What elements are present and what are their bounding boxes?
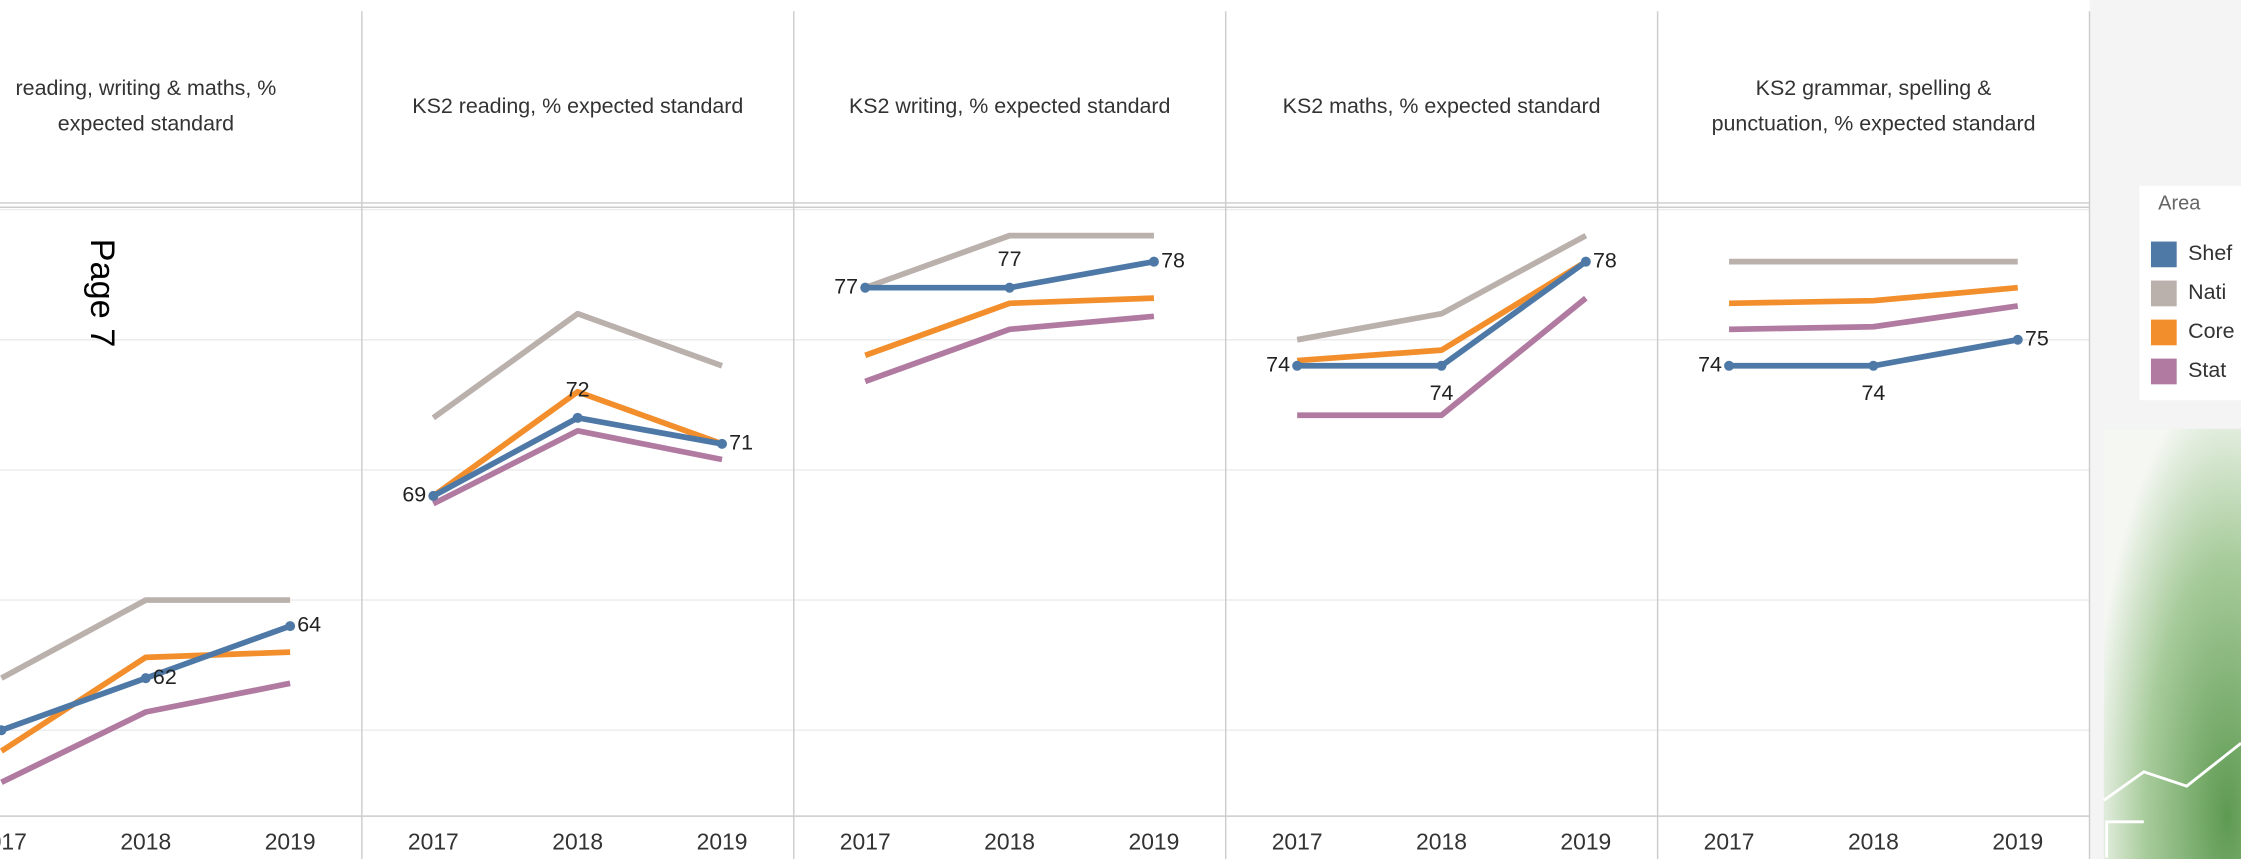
data-point — [717, 439, 727, 449]
legend-swatch — [2151, 320, 2177, 346]
panel-title: KS2 maths, % expected standard — [1283, 94, 1601, 118]
legend-label: Shef — [2188, 241, 2232, 265]
x-tick-label: 2018 — [120, 828, 171, 854]
data-point — [1292, 361, 1302, 371]
legend-label: Stat — [2188, 358, 2226, 382]
data-label: 62 — [153, 665, 177, 689]
data-point — [2013, 335, 2023, 345]
data-label: 72 — [566, 377, 590, 401]
data-point — [1868, 361, 1878, 371]
data-point — [1005, 283, 1015, 293]
page-label: Page 7 — [83, 239, 121, 348]
data-label: 77 — [998, 247, 1022, 271]
legend-swatch — [2151, 281, 2177, 307]
decor-image — [2104, 429, 2241, 859]
x-tick-label: 2019 — [265, 828, 316, 854]
data-label: 71 — [729, 431, 753, 455]
legend-swatch — [2151, 359, 2177, 385]
x-tick-label: 2017 — [1704, 828, 1755, 854]
x-tick-label: 2019 — [1560, 828, 1611, 854]
x-tick-label: 2018 — [1416, 828, 1467, 854]
data-point — [285, 621, 295, 631]
x-tick-label: 2019 — [1129, 828, 1180, 854]
data-label: 64 — [297, 613, 321, 637]
data-point — [428, 491, 438, 501]
data-label: 74 — [1861, 381, 1885, 405]
x-tick-label: 2018 — [984, 828, 1035, 854]
panel-title: KS2 reading, % expected standard — [412, 94, 743, 118]
x-tick-label: 2017 — [1272, 828, 1323, 854]
data-label: 74 — [1698, 352, 1722, 376]
panel-title: punctuation, % expected standard — [1712, 112, 2036, 136]
panel-title: reading, writing & maths, % — [16, 76, 277, 100]
data-label: 74 — [1430, 381, 1454, 405]
panel-title: KS2 writing, % expected standard — [849, 94, 1171, 118]
x-tick-label: 2017 — [408, 828, 459, 854]
data-point — [141, 673, 151, 683]
legend-label: Nati — [2188, 280, 2226, 304]
data-label: 77 — [834, 274, 858, 298]
data-point — [860, 283, 870, 293]
data-point — [1581, 257, 1591, 267]
panel-title: KS2 grammar, spelling & — [1756, 76, 1992, 100]
data-point — [573, 413, 583, 423]
data-point — [1724, 361, 1734, 371]
panel-title: expected standard — [58, 112, 234, 136]
legend-swatch — [2151, 242, 2177, 268]
data-point — [1436, 361, 1446, 371]
data-label: 75 — [2025, 326, 2049, 350]
x-tick-label: 2019 — [697, 828, 748, 854]
data-label: 78 — [1593, 248, 1617, 272]
x-tick-label: 2019 — [1992, 828, 2043, 854]
x-tick-label: 2017 — [0, 828, 27, 854]
data-label: 74 — [1266, 352, 1290, 376]
legend-title: Area — [2158, 193, 2201, 215]
data-label: 78 — [1161, 248, 1185, 272]
x-tick-label: 2018 — [1848, 828, 1899, 854]
x-tick-label: 2017 — [840, 828, 891, 854]
data-label: 69 — [402, 483, 426, 507]
x-tick-label: 2018 — [552, 828, 603, 854]
data-point — [1149, 257, 1159, 267]
dashboard: Area Page 7 reading, writing & maths, % e… — [0, 0, 2241, 859]
page: Area Page 7 reading, writing & maths, % e… — [0, 0, 2241, 859]
legend-label: Core — [2188, 319, 2234, 343]
